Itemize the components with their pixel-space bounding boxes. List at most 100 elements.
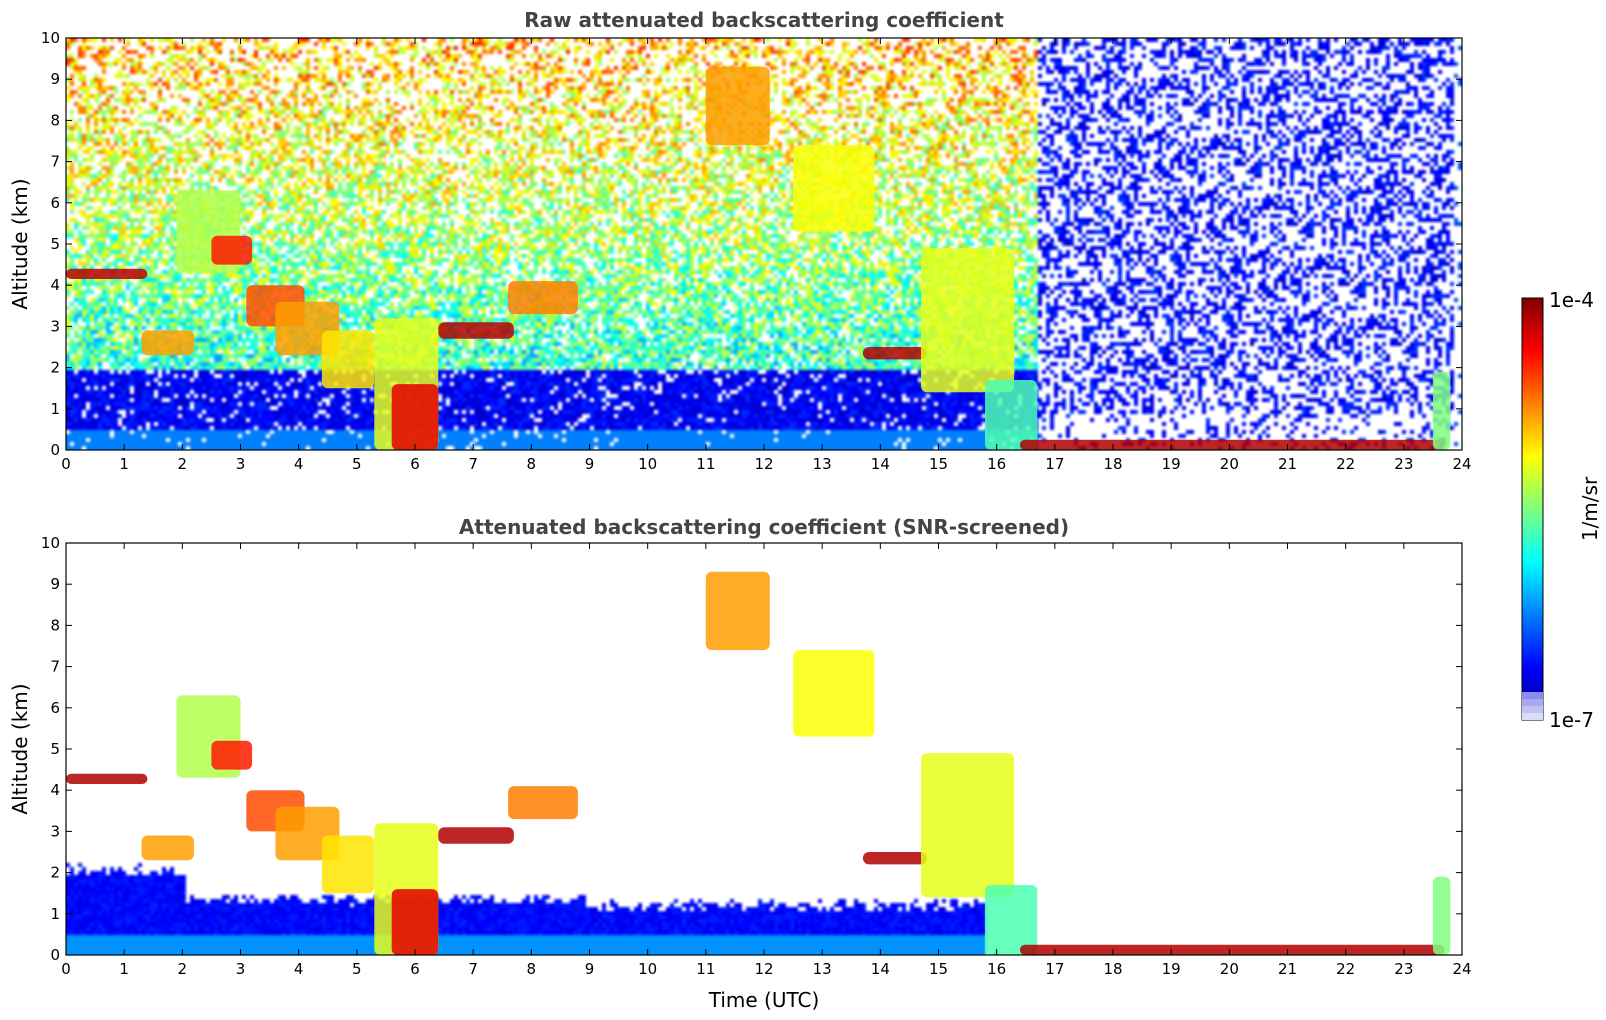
colorbar-min-label: 1e-7 [1549, 708, 1594, 732]
colorbar-low-step [1522, 699, 1543, 706]
x-tick-label: 21 [1278, 455, 1297, 473]
x-tick-label: 19 [1162, 960, 1181, 978]
cloud-layer [862, 347, 927, 360]
cloud-layer [985, 885, 1038, 955]
cloud-layer [141, 330, 194, 356]
x-tick-label: 22 [1336, 960, 1355, 978]
x-tick-label: 2 [178, 960, 188, 978]
x-tick-label: 11 [696, 960, 715, 978]
cloud-layer [141, 835, 194, 861]
x-tick-label: 18 [1103, 960, 1122, 978]
x-tick-label: 20 [1220, 455, 1239, 473]
x-tick-label: 5 [352, 960, 362, 978]
x-tick-label: 8 [527, 960, 537, 978]
x-tick-label: 14 [871, 455, 890, 473]
cloud-layer [1432, 371, 1451, 450]
y-tick-label: 0 [50, 946, 60, 964]
x-tick-label: 15 [929, 455, 948, 473]
y-tick-label: 5 [50, 740, 60, 758]
y-tick-label: 10 [41, 29, 60, 47]
y-tick-label: 2 [50, 864, 60, 882]
x-tick-label: 7 [468, 455, 478, 473]
panel-raw-ylabel: Altitude (km) [8, 178, 32, 309]
panel-raw-features [66, 66, 1451, 450]
y-tick-label: 1 [50, 905, 60, 923]
panel-screened: Attenuated backscattering coefficient (S… [8, 515, 1472, 1012]
y-tick-label: 3 [50, 822, 60, 840]
cloud-layer [508, 281, 578, 315]
panel-screened-heatmap [66, 543, 1462, 955]
y-tick-label: 5 [50, 235, 60, 253]
x-tick-label: 4 [294, 455, 304, 473]
x-tick-label: 17 [1045, 455, 1064, 473]
cloud-layer [321, 835, 375, 894]
y-tick-label: 7 [50, 153, 60, 171]
panel-raw: Raw attenuated backscattering coefficien… [8, 8, 1472, 473]
x-tick-label: 1 [119, 960, 129, 978]
y-tick-label: 6 [50, 699, 60, 717]
colorbar-bar [1521, 297, 1544, 721]
x-tick-label: 6 [410, 960, 420, 978]
colorbar-title: 1/m/sr [1578, 476, 1602, 541]
cloud-layer [211, 740, 253, 770]
x-tick-label: 6 [410, 455, 420, 473]
x-tick-label: 3 [236, 455, 246, 473]
cloud-layer [391, 889, 439, 955]
x-tick-label: 11 [696, 455, 715, 473]
y-tick-label: 1 [50, 400, 60, 418]
x-tick-label: 0 [61, 455, 71, 473]
panel-raw-ticks: 0 1 2 3 4 5 6 7 8 9 10 11 12 13 14 15 16 17 18 19 20 21 22 23 24… [41, 29, 1472, 473]
x-tick-label: 5 [352, 455, 362, 473]
y-tick-label: 4 [50, 276, 60, 294]
x-tick-label: 14 [871, 960, 890, 978]
x-tick-label: 2 [178, 455, 188, 473]
panel-screened-title: Attenuated backscattering coefficient (S… [459, 515, 1069, 539]
x-tick-label: 20 [1220, 960, 1239, 978]
panel-screened-ticks: 0 1 2 3 4 5 6 7 8 9 10 11 12 13 14 15 16 17 18 19 20 21 22 23 24… [41, 534, 1472, 978]
cloud-layer [391, 384, 439, 450]
cloud-layer [321, 330, 375, 389]
x-tick-label: 23 [1394, 960, 1413, 978]
cloud-layer [862, 852, 927, 865]
x-tick-label: 9 [585, 960, 595, 978]
cloud-layer [921, 248, 1015, 393]
y-tick-label: 2 [50, 359, 60, 377]
cloud-layer [793, 650, 875, 737]
cloud-layer [921, 753, 1015, 898]
x-tick-label: 12 [754, 960, 773, 978]
x-tick-label: 10 [638, 455, 657, 473]
colorbar-max-label: 1e-4 [1549, 288, 1594, 312]
cloud-layer [438, 322, 514, 339]
x-tick-label: 23 [1394, 455, 1413, 473]
y-tick-label: 9 [50, 70, 60, 88]
colorbar-low-step [1522, 706, 1543, 713]
cloud-layer [1019, 439, 1445, 450]
cloud-layer [1019, 944, 1445, 955]
x-tick-label: 13 [813, 455, 832, 473]
y-tick-label: 7 [50, 658, 60, 676]
x-tick-label: 15 [929, 960, 948, 978]
y-tick-label: 3 [50, 317, 60, 335]
x-tick-label: 17 [1045, 960, 1064, 978]
x-tick-label: 19 [1162, 455, 1181, 473]
colorbar-low-step [1522, 713, 1543, 720]
cloud-layer [793, 145, 875, 232]
x-tick-label: 7 [468, 960, 478, 978]
y-tick-label: 6 [50, 194, 60, 212]
x-tick-label: 24 [1452, 455, 1471, 473]
x-tick-label: 12 [754, 455, 773, 473]
cloud-layer [66, 268, 148, 279]
x-tick-label: 9 [585, 455, 595, 473]
cloud-layer [508, 786, 578, 820]
cloud-layer [705, 571, 770, 651]
x-tick-label: 0 [61, 960, 71, 978]
colorbar: 1e-4 1e-7 1/m/sr [1521, 288, 1602, 732]
y-tick-label: 8 [50, 616, 60, 634]
panel-raw-title: Raw attenuated backscattering coefficien… [524, 8, 1004, 32]
panel-screened-features [66, 571, 1451, 955]
colorbar-low-step [1522, 692, 1543, 699]
y-tick-label: 9 [50, 575, 60, 593]
y-tick-label: 10 [41, 534, 60, 552]
cloud-layer [705, 66, 770, 146]
